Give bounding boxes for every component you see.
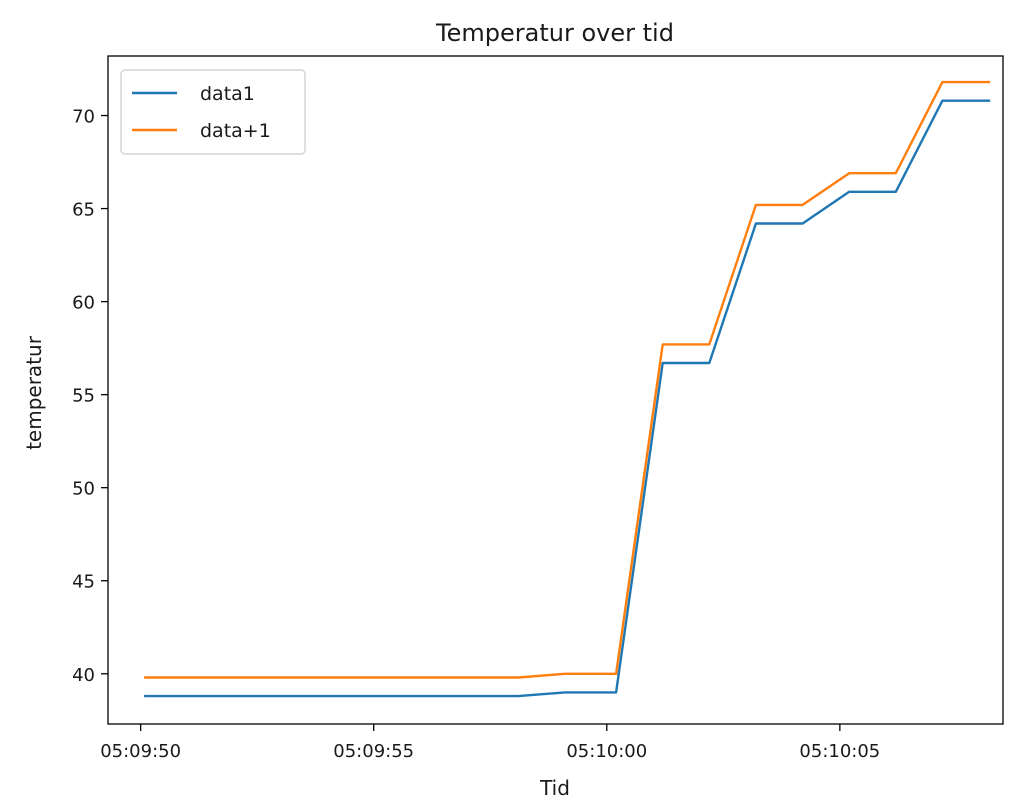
series-line-data-1 — [144, 80, 991, 679]
x-tick-label: 05:09:50 — [100, 741, 181, 762]
x-tick-label: 05:09:55 — [333, 741, 414, 762]
x-tick-label: 05:10:05 — [799, 741, 880, 762]
legend-box — [120, 69, 306, 155]
x-tick-label: 05:10:00 — [566, 741, 647, 762]
legend-label-data-1: data+1 — [200, 120, 271, 142]
series-layer — [144, 80, 991, 698]
plot-area — [107, 55, 1004, 725]
y-tick-label: 50 — [72, 479, 95, 500]
plot-frame — [107, 55, 1004, 725]
y-tick-label: 45 — [72, 572, 95, 593]
y-tick-label: 55 — [72, 386, 95, 407]
legend: data1 data+1 — [120, 69, 306, 155]
x-axis-ticks: 05:09:50 05:09:55 05:10:00 05:10:05 — [100, 724, 880, 762]
y-axis-label: temperatur — [22, 335, 46, 450]
x-axis-label: Tid — [539, 776, 570, 800]
chart-title: Temperatur over tid — [435, 19, 674, 47]
y-tick-label: 70 — [72, 107, 95, 128]
y-tick-label: 60 — [72, 293, 95, 314]
y-axis-ticks: 40 45 50 55 60 65 70 — [72, 107, 108, 686]
legend-label-data1: data1 — [200, 83, 255, 105]
y-tick-label: 65 — [72, 200, 95, 221]
y-tick-label: 40 — [72, 665, 95, 686]
series-line-data1 — [144, 99, 991, 698]
